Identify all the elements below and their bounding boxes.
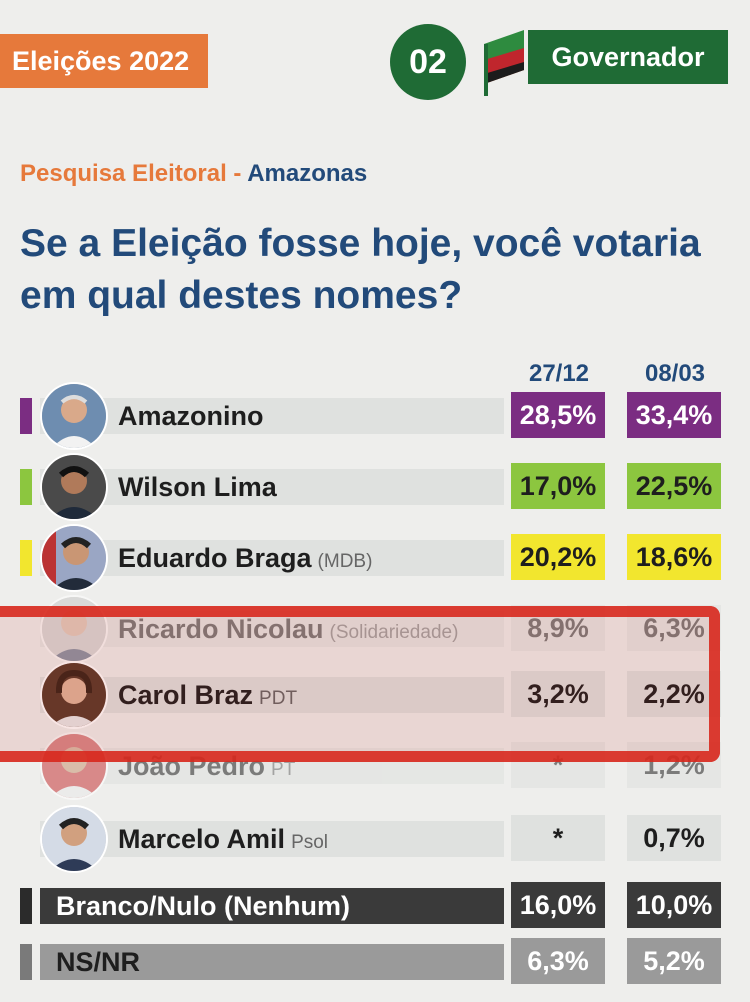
- party-label: (MDB): [317, 551, 373, 572]
- value-27-12: *: [511, 742, 605, 788]
- table-row: Branco/Nulo (Nenhum) 16,0% 10,0%: [0, 878, 750, 934]
- name-bar: [40, 611, 504, 647]
- table-row: Eduardo Braga (MDB) 20,2% 18,6%: [0, 526, 750, 590]
- avatar: [42, 734, 106, 798]
- table-row: Carol Braz PDT 3,2% 2,2%: [0, 663, 750, 727]
- value-27-12: *: [511, 815, 605, 861]
- value-27-12: 17,0%: [511, 463, 605, 509]
- column-header-1: 27/12: [528, 360, 590, 387]
- candidate-name: Wilson Lima: [118, 469, 277, 505]
- value-08-03: 10,0%: [627, 882, 721, 928]
- row-color-marker: [20, 944, 32, 980]
- value-27-12: 3,2%: [511, 671, 605, 717]
- name-bar: [40, 540, 504, 576]
- table-row: Wilson Lima 17,0% 22,5%: [0, 455, 750, 519]
- election-year-tag: Eleições 2022: [0, 34, 208, 88]
- candidate-name: Eduardo Braga (MDB): [118, 540, 372, 576]
- party-label: (Solidariedade): [329, 622, 459, 643]
- avatar: [42, 807, 106, 871]
- option-name-text: NS/NR: [56, 947, 141, 977]
- value-08-03: 22,5%: [627, 463, 721, 509]
- survey-label: Pesquisa Eleitoral: [20, 160, 227, 187]
- name-bar: [40, 888, 504, 924]
- value-27-12: 6,3%: [511, 938, 605, 984]
- value-08-03: 33,4%: [627, 392, 721, 438]
- kicker-separator: -: [226, 160, 248, 187]
- avatar: [42, 384, 106, 448]
- candidate-name-text: Wilson Lima: [118, 472, 277, 502]
- name-bar: [40, 677, 504, 713]
- party-label: PT: [271, 759, 296, 780]
- candidate-name-text: Ricardo Nicolau: [118, 614, 324, 644]
- table-row: Marcelo Amil Psol * 0,7%: [0, 807, 750, 871]
- value-27-12: 20,2%: [511, 534, 605, 580]
- party-label: PDT: [259, 688, 298, 709]
- candidate-name-text: Marcelo Amil: [118, 824, 286, 854]
- candidate-name: Carol Braz PDT: [118, 677, 297, 713]
- option-name: NS/NR: [56, 944, 140, 980]
- value-08-03: 2,2%: [627, 671, 721, 717]
- name-bar: [40, 398, 504, 434]
- avatar: [42, 455, 106, 519]
- row-color-marker: [20, 469, 32, 505]
- row-color-marker: [20, 888, 32, 924]
- name-bar: [40, 469, 504, 505]
- value-08-03: 5,2%: [627, 938, 721, 984]
- row-color-marker: [20, 540, 32, 576]
- state-label: Amazonas: [247, 160, 368, 187]
- candidate-name: Ricardo Nicolau (Solidariedade): [118, 611, 458, 647]
- value-27-12: 28,5%: [511, 392, 605, 438]
- survey-kicker: Pesquisa Eleitoral - Amazonas: [20, 160, 367, 188]
- candidate-name: Marcelo Amil Psol: [118, 821, 328, 857]
- option-name: Branco/Nulo (Nenhum): [56, 888, 350, 924]
- candidate-name-text: Amazonino: [118, 401, 264, 431]
- highlight-frame: [0, 606, 720, 762]
- name-bar: [40, 944, 504, 980]
- table-row: Amazonino 28,5% 33,4%: [0, 384, 750, 448]
- name-bar: [40, 821, 504, 857]
- highlight-tint: [0, 617, 709, 751]
- flag-icon: [484, 30, 524, 96]
- value-08-03: 18,6%: [627, 534, 721, 580]
- option-name-text: Branco/Nulo (Nenhum): [56, 891, 350, 921]
- candidate-number-badge: 02: [390, 24, 466, 100]
- avatar: [42, 663, 106, 727]
- candidate-name-text: Carol Braz: [118, 680, 254, 710]
- survey-question: Se a Eleição fosse hoje, você votaria em…: [20, 222, 701, 317]
- candidate-name-text: Eduardo Braga: [118, 543, 312, 573]
- avatar: [42, 526, 106, 590]
- table-row: NS/NR 6,3% 5,2%: [0, 934, 750, 990]
- column-header-2: 08/03: [644, 360, 706, 387]
- candidate-name: Amazonino: [118, 398, 264, 434]
- office-label: Governador: [528, 30, 728, 84]
- value-27-12: 16,0%: [511, 882, 605, 928]
- value-08-03: 0,7%: [627, 815, 721, 861]
- row-color-marker: [20, 398, 32, 434]
- party-label: Psol: [291, 832, 329, 853]
